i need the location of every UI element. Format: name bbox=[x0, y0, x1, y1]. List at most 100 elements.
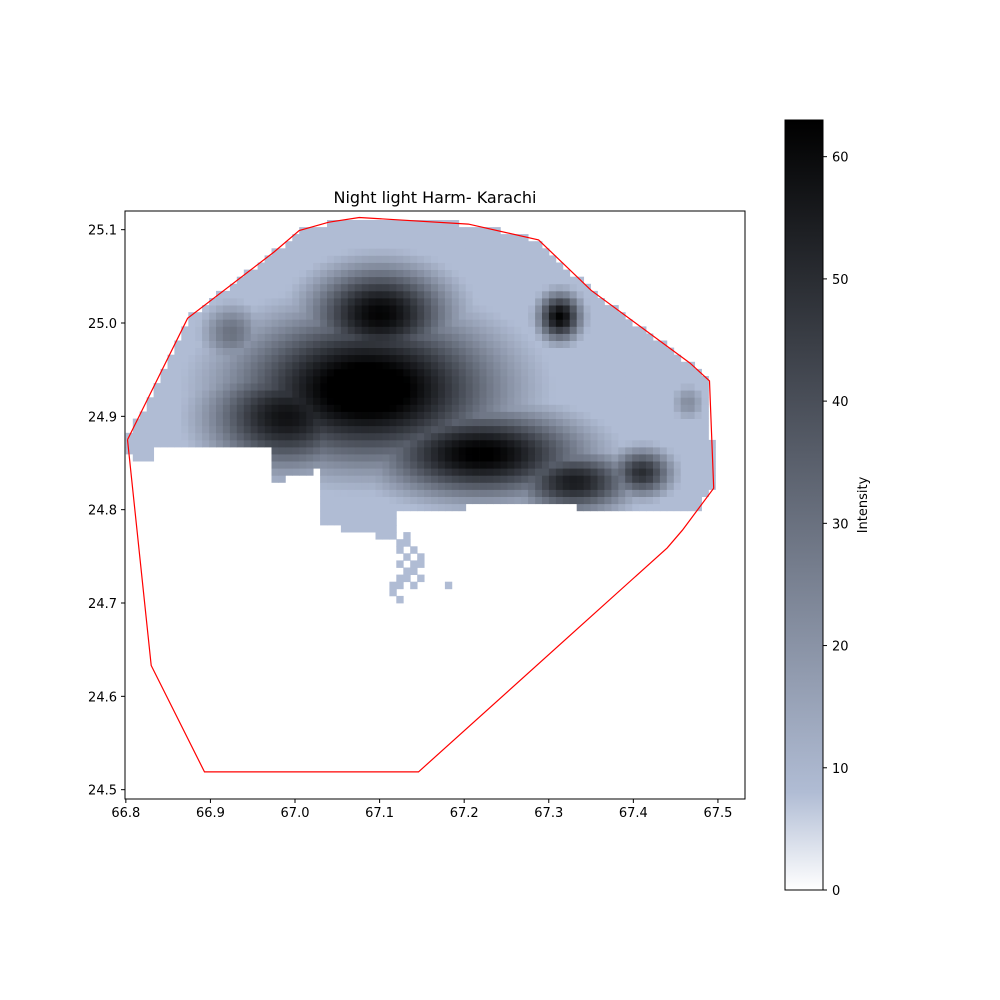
intensity-cell bbox=[542, 454, 550, 462]
intensity-cell bbox=[632, 397, 640, 405]
intensity-cell bbox=[458, 425, 467, 434]
intensity-cell bbox=[202, 418, 210, 427]
x-tick-label: 67.5 bbox=[703, 806, 732, 821]
intensity-cell bbox=[327, 305, 335, 313]
intensity-cell bbox=[285, 319, 293, 327]
intensity-cell bbox=[514, 482, 522, 490]
intensity-cell bbox=[604, 340, 612, 348]
intensity-cell bbox=[548, 439, 557, 448]
intensity-cell bbox=[548, 482, 557, 490]
intensity-cell bbox=[327, 418, 335, 427]
intensity-cell bbox=[444, 305, 453, 313]
intensity-cell bbox=[555, 439, 564, 448]
intensity-cell bbox=[403, 418, 411, 427]
intensity-cell bbox=[576, 411, 585, 419]
intensity-cell bbox=[306, 425, 314, 434]
intensity-cell bbox=[604, 489, 612, 497]
intensity-cell bbox=[368, 269, 376, 278]
intensity-cell bbox=[396, 312, 404, 320]
intensity-cell bbox=[278, 361, 286, 370]
intensity-cell bbox=[583, 361, 591, 370]
intensity-cell bbox=[389, 475, 397, 483]
intensity-cell bbox=[271, 390, 279, 398]
intensity-cell bbox=[500, 404, 508, 412]
intensity-cell bbox=[403, 475, 411, 483]
intensity-cell bbox=[347, 269, 356, 278]
intensity-cell bbox=[472, 262, 480, 270]
intensity-cell bbox=[465, 468, 474, 476]
intensity-cell bbox=[368, 446, 376, 455]
intensity-cell bbox=[632, 390, 640, 398]
intensity-cell bbox=[285, 432, 293, 441]
intensity-cell bbox=[590, 496, 598, 505]
intensity-cell bbox=[569, 376, 578, 384]
intensity-cell bbox=[583, 326, 591, 334]
intensity-cell bbox=[451, 475, 460, 483]
intensity-cell bbox=[493, 234, 501, 242]
intensity-cell bbox=[271, 418, 279, 427]
intensity-cell bbox=[666, 347, 675, 356]
intensity-cell bbox=[625, 475, 633, 483]
intensity-cell bbox=[659, 461, 668, 469]
intensity-cell bbox=[653, 468, 661, 476]
intensity-cell bbox=[333, 227, 342, 235]
intensity-cell bbox=[368, 255, 376, 263]
intensity-cell bbox=[465, 290, 474, 299]
intensity-cell bbox=[424, 432, 432, 441]
intensity-cell bbox=[569, 340, 578, 348]
intensity-cell bbox=[417, 361, 425, 370]
intensity-cell bbox=[659, 418, 668, 427]
intensity-cell bbox=[340, 333, 349, 341]
intensity-cell bbox=[465, 361, 474, 370]
intensity-cell bbox=[292, 461, 300, 469]
intensity-cell bbox=[403, 269, 411, 278]
intensity-cell bbox=[431, 397, 439, 405]
intensity-cell bbox=[528, 404, 536, 412]
intensity-cell bbox=[500, 241, 508, 249]
intensity-cell bbox=[590, 376, 598, 384]
intensity-cell bbox=[673, 489, 682, 497]
intensity-cell bbox=[375, 354, 383, 363]
intensity-cell bbox=[375, 525, 383, 533]
intensity-cell bbox=[327, 432, 335, 441]
intensity-cell bbox=[327, 234, 335, 242]
intensity-cell bbox=[195, 340, 203, 348]
intensity-cell bbox=[375, 510, 383, 519]
intensity-cell bbox=[306, 312, 314, 320]
intensity-cell bbox=[514, 262, 522, 270]
intensity-cell bbox=[410, 446, 418, 455]
intensity-cell bbox=[472, 489, 480, 497]
intensity-cell bbox=[389, 220, 397, 228]
colorbar-gradient bbox=[785, 120, 823, 890]
intensity-cell bbox=[403, 340, 411, 348]
intensity-cell bbox=[465, 241, 474, 249]
intensity-cell bbox=[507, 269, 515, 278]
intensity-cell bbox=[382, 525, 390, 533]
intensity-cell bbox=[285, 283, 293, 292]
intensity-cell bbox=[597, 312, 605, 320]
intensity-cell bbox=[271, 468, 279, 476]
intensity-cell bbox=[431, 461, 439, 469]
intensity-cell bbox=[590, 319, 598, 327]
intensity-cell bbox=[528, 319, 536, 327]
intensity-cell bbox=[479, 354, 487, 363]
intensity-cell bbox=[590, 489, 598, 497]
intensity-cell bbox=[292, 439, 300, 448]
intensity-cell bbox=[465, 368, 474, 377]
intensity-cell bbox=[292, 397, 300, 405]
intensity-cell bbox=[548, 404, 557, 412]
intensity-cell bbox=[285, 411, 293, 419]
intensity-cell bbox=[604, 368, 612, 377]
intensity-cell bbox=[361, 276, 370, 285]
intensity-cell bbox=[236, 276, 245, 285]
intensity-cell bbox=[528, 269, 536, 278]
intensity-cell bbox=[333, 326, 342, 334]
intensity-cell bbox=[285, 425, 293, 434]
intensity-cell bbox=[417, 290, 425, 299]
intensity-cell bbox=[500, 368, 508, 377]
intensity-cell bbox=[548, 347, 557, 356]
intensity-cell bbox=[292, 468, 300, 476]
intensity-cell bbox=[555, 468, 564, 476]
intensity-cell bbox=[375, 376, 383, 384]
intensity-cell bbox=[486, 305, 494, 313]
